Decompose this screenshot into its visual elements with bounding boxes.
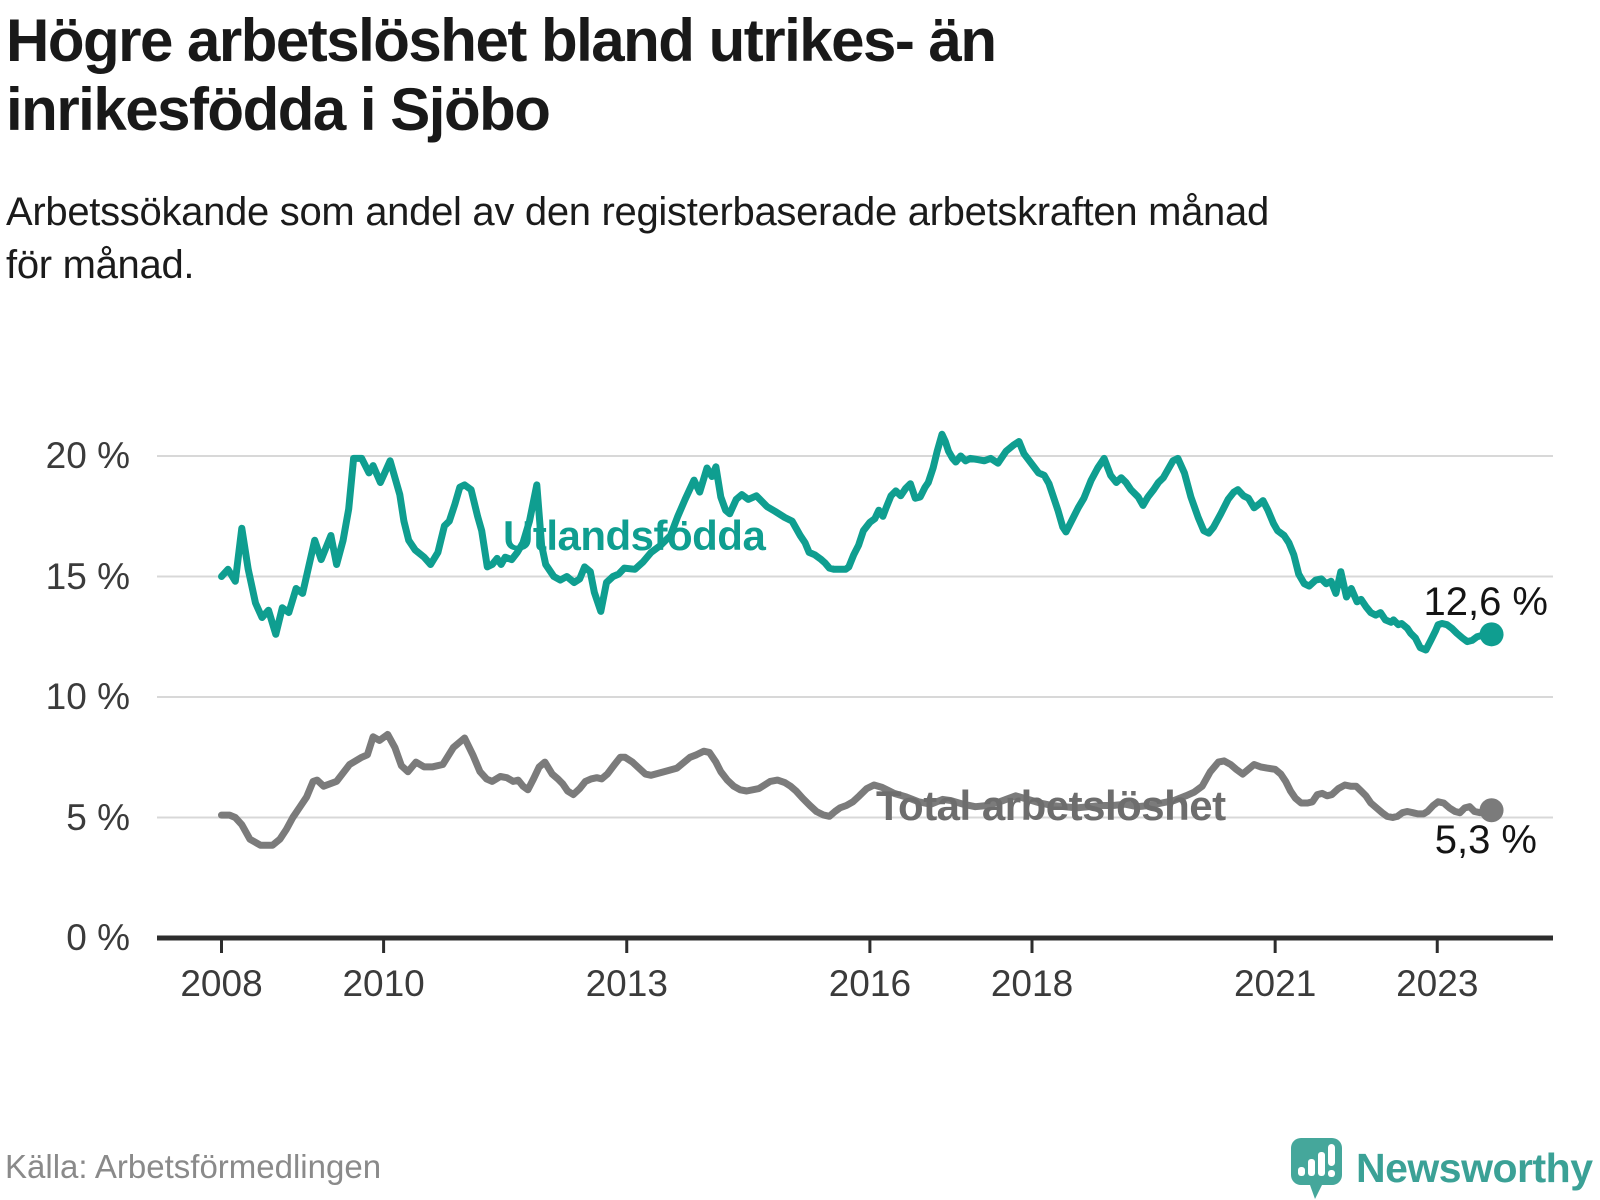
x-axis-label: 2008	[180, 963, 263, 1004]
series-label-utlandsfodda: Utlandsfödda	[503, 512, 766, 559]
subtitle-line-1: Arbetssökande som andel av den registerb…	[6, 190, 1269, 234]
end-value-utlandsfodda: 12,6 %	[1423, 580, 1548, 624]
end-value-total-arbetsloshet: 5,3 %	[1434, 818, 1537, 862]
chart-subtitle: Arbetssökande som andel av den registerb…	[6, 186, 1566, 292]
title-line-1: Högre arbetslöshet bland utrikes- än	[6, 7, 997, 74]
logo-exclamation-dot	[1328, 1170, 1335, 1177]
x-axis-label: 2021	[1233, 963, 1317, 1004]
y-axis-label: 5 %	[66, 796, 130, 838]
page-title: Högre arbetslöshet bland utrikes- än inr…	[6, 6, 1286, 144]
newsworthy-wordmark: Newsworthy	[1356, 1145, 1593, 1191]
y-axis-label: 20 %	[45, 435, 130, 476]
y-axis-label: 10 %	[45, 676, 130, 717]
series-line-total-arbetsloshet	[218, 730, 1496, 849]
y-axis-label: 15 %	[45, 555, 130, 597]
x-axis-label: 2010	[342, 963, 425, 1004]
subtitle-line-2: för månad.	[6, 243, 195, 287]
y-axis-label: 0 %	[66, 917, 130, 958]
series-end-dot	[1479, 622, 1504, 647]
logo-exclamation-bar	[1328, 1144, 1335, 1166]
x-axis-label: 2023	[1396, 963, 1479, 1004]
x-axis-label: 2013	[585, 963, 668, 1004]
newsworthy-logo-icon	[1291, 1138, 1342, 1199]
x-axis-label: 2018	[990, 963, 1074, 1004]
logo-bar-3	[1318, 1152, 1325, 1176]
title-line-2: inrikesfödda i Sjöbo	[6, 76, 551, 143]
series-label-total-arbetsloshet: Total arbetslöshet	[876, 782, 1226, 829]
logo-bar-2	[1308, 1159, 1315, 1176]
source-note: Källa: Arbetsförmedlingen	[5, 1148, 382, 1185]
series-end-dot	[1479, 798, 1504, 823]
x-axis-label: 2016	[828, 963, 912, 1004]
series-line-utlandsfodda	[218, 430, 1496, 654]
logo-bar-1	[1298, 1167, 1305, 1176]
